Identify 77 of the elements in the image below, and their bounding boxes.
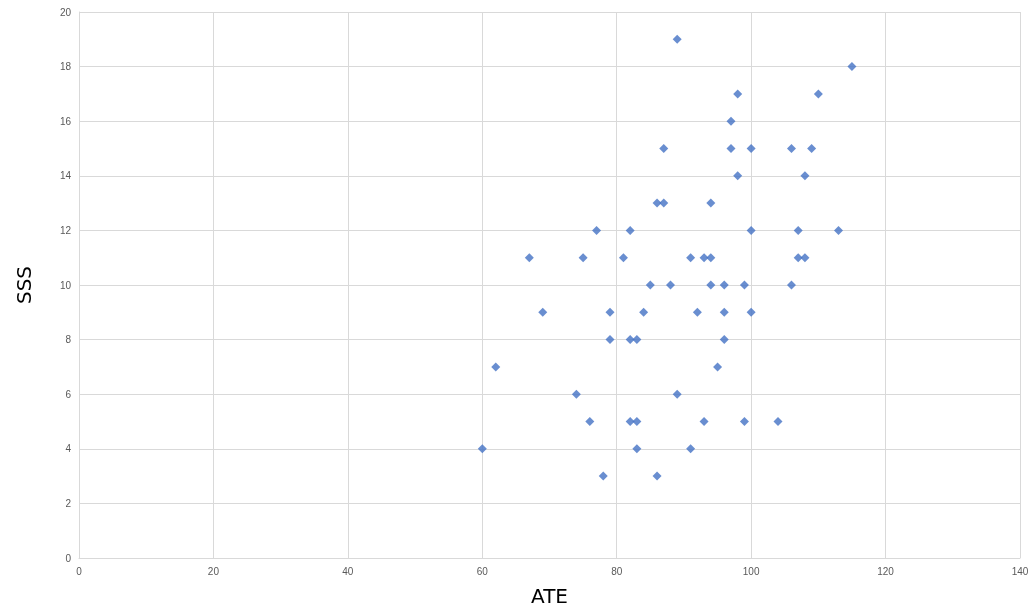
point	[719, 335, 729, 345]
point	[491, 362, 501, 372]
point	[672, 34, 682, 44]
x-axis-title: ATE	[531, 584, 568, 608]
point	[706, 280, 716, 290]
point	[524, 253, 534, 263]
point	[726, 144, 736, 153]
point	[672, 389, 682, 399]
x-tick-label: 100	[742, 565, 760, 577]
point	[773, 417, 783, 426]
point	[793, 225, 803, 235]
point	[686, 253, 696, 263]
point	[699, 253, 709, 263]
point	[733, 89, 743, 99]
point	[605, 307, 615, 317]
point	[645, 280, 655, 290]
point	[834, 225, 844, 235]
point	[726, 116, 736, 126]
y-tick-label: 6	[65, 388, 72, 400]
point	[632, 417, 642, 426]
point	[706, 253, 716, 263]
x-tick-label: 80	[611, 565, 623, 577]
point	[719, 307, 729, 317]
x-tick-label: 140	[1011, 565, 1029, 577]
x-tick-label: 40	[342, 565, 354, 577]
point	[598, 471, 608, 481]
point	[719, 280, 729, 290]
point	[632, 444, 642, 454]
point	[739, 280, 749, 290]
point	[786, 280, 796, 290]
y-tick-label: 8	[65, 334, 72, 346]
point	[706, 198, 716, 208]
point	[699, 417, 709, 426]
x-tick-label: 0	[76, 565, 83, 577]
point	[585, 417, 595, 426]
point	[618, 253, 628, 263]
point	[659, 198, 669, 208]
point	[813, 89, 823, 99]
point	[800, 171, 810, 181]
point	[800, 253, 810, 263]
point	[686, 444, 696, 454]
point	[659, 144, 669, 153]
y-tick-label: 16	[59, 115, 72, 127]
point	[847, 62, 857, 72]
y-tick-label: 12	[59, 224, 72, 236]
point	[652, 198, 662, 208]
point	[625, 225, 635, 235]
point	[632, 335, 642, 345]
y-tick-label: 2	[65, 497, 72, 509]
x-tick-label: 120	[877, 565, 895, 577]
y-tick-label: 0	[65, 552, 72, 564]
point	[746, 144, 756, 153]
y-tick-label: 14	[59, 170, 72, 182]
point	[733, 171, 743, 181]
point	[807, 144, 817, 153]
point	[605, 335, 615, 345]
y-tick-label: 10	[59, 279, 72, 291]
point	[692, 307, 702, 317]
y-tick-label: 18	[59, 61, 72, 73]
point	[739, 417, 749, 426]
point	[665, 280, 675, 290]
point	[639, 307, 649, 317]
point	[538, 307, 548, 317]
point	[578, 253, 588, 263]
point	[713, 362, 723, 372]
point	[652, 471, 662, 481]
point	[746, 307, 756, 317]
point	[592, 225, 602, 235]
y-tick-label: 20	[59, 6, 72, 18]
point	[571, 389, 581, 399]
y-tick-label: 4	[65, 443, 72, 455]
point	[786, 144, 796, 153]
point	[477, 444, 487, 454]
x-tick-label: 20	[207, 565, 220, 577]
point	[746, 225, 756, 235]
x-tick-label: 60	[476, 565, 489, 577]
y-axis-title: SSS	[12, 265, 36, 305]
